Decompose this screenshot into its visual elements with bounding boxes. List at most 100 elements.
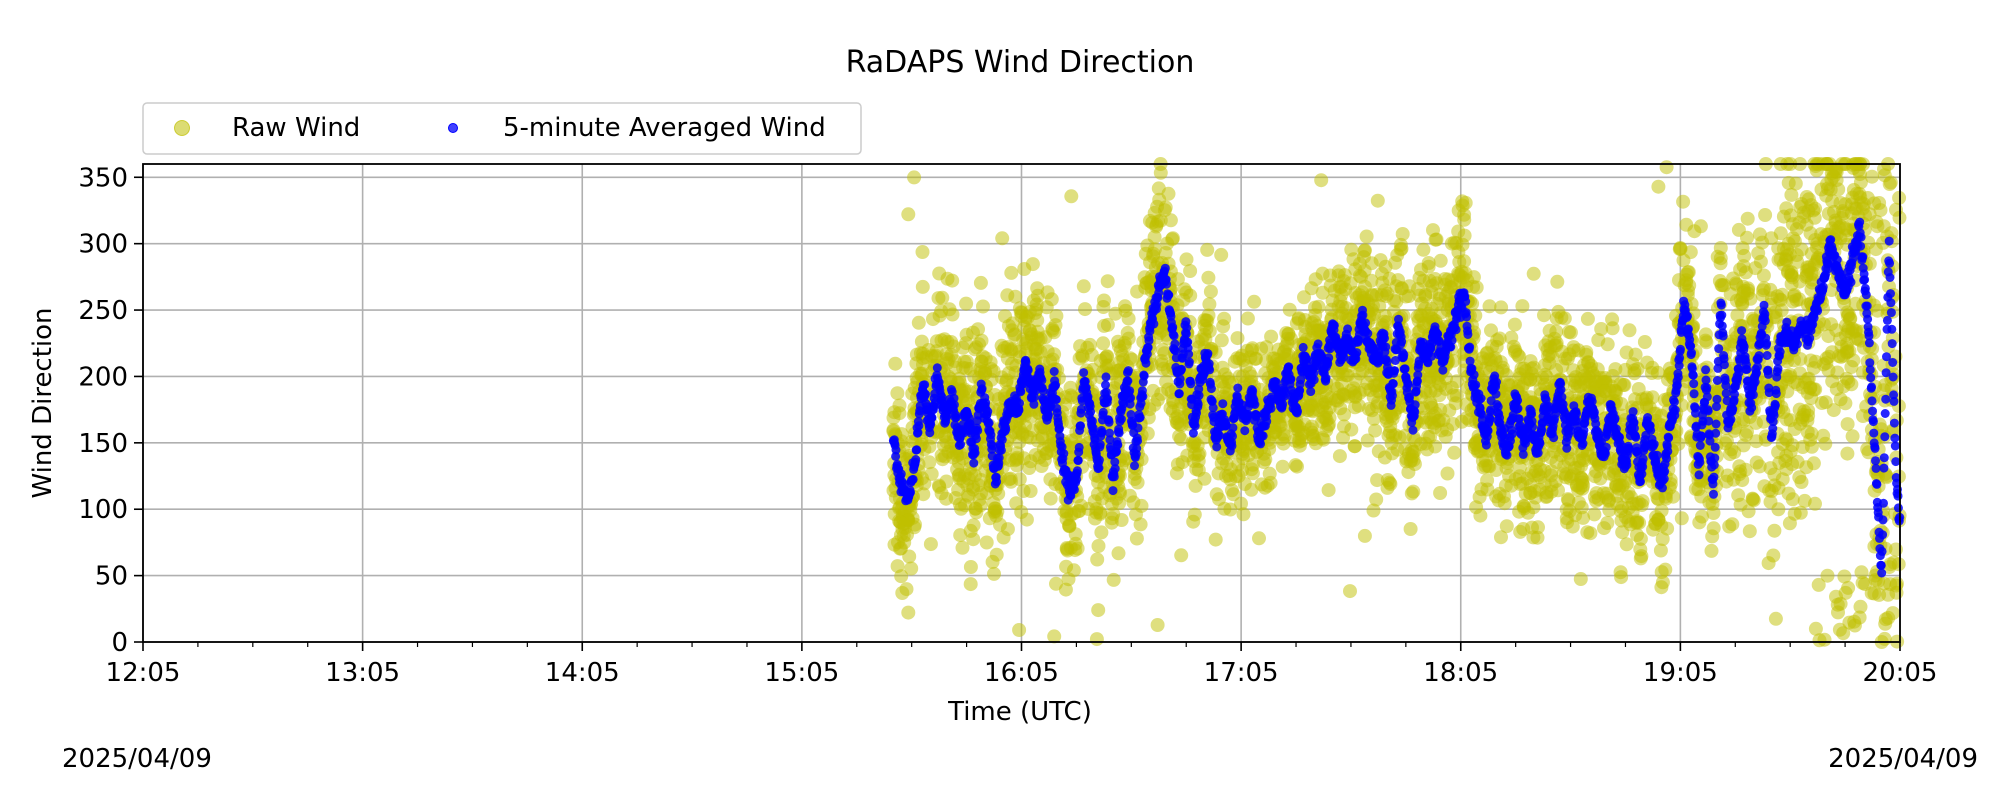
raw-wind-point (939, 491, 954, 506)
raw-wind-point (1826, 403, 1841, 418)
raw-wind-point (1388, 255, 1403, 270)
raw-wind-point (1179, 285, 1194, 300)
averaged-wind-point (1144, 336, 1154, 346)
raw-wind-point (1564, 452, 1578, 467)
raw-wind-point (896, 528, 911, 543)
raw-wind-point (1191, 448, 1206, 463)
legend: Raw Wind 5-minute Averaged Wind (142, 102, 862, 155)
raw-wind-point (1158, 200, 1173, 215)
raw-wind-point (1149, 217, 1164, 232)
raw-wind-point (1753, 254, 1768, 269)
averaged-wind-point (1162, 279, 1172, 289)
raw-wind-point (1654, 580, 1669, 595)
raw-wind-point (1230, 351, 1245, 366)
raw-wind-point (1853, 599, 1868, 614)
raw-wind-point (942, 302, 957, 317)
raw-wind-point (1394, 281, 1409, 296)
averaged-wind-point (1133, 423, 1143, 433)
averaged-wind-point (912, 445, 922, 455)
raw-wind-point (1566, 363, 1581, 378)
raw-wind-point (1724, 442, 1739, 457)
raw-wind-point (1542, 356, 1557, 371)
raw-wind-point (1214, 247, 1229, 262)
averaged-wind-point (992, 477, 1002, 487)
raw-wind-point (1256, 455, 1271, 469)
raw-wind-point (1344, 242, 1359, 257)
raw-wind-point (1484, 323, 1498, 338)
raw-wind-point (1043, 472, 1058, 487)
raw-wind-point (1783, 413, 1798, 428)
averaged-wind-point (1190, 421, 1200, 431)
averaged-wind-point (1001, 424, 1011, 434)
averaged-wind-point (1218, 399, 1228, 409)
averaged-wind-point (1094, 463, 1104, 473)
raw-wind-point (1830, 597, 1845, 612)
raw-wind-point (1564, 469, 1579, 484)
raw-wind-point (1687, 224, 1702, 239)
raw-wind-point (1671, 436, 1686, 451)
averaged-wind-point (908, 474, 918, 484)
raw-wind-point (956, 451, 970, 466)
raw-wind-point (1809, 163, 1824, 178)
averaged-wind-point (1164, 290, 1174, 300)
raw-wind-point (1784, 187, 1799, 202)
raw-wind-point (1510, 347, 1525, 362)
raw-wind-point (1821, 363, 1836, 378)
averaged-wind-point (1227, 441, 1237, 451)
raw-wind-point (1794, 475, 1809, 489)
raw-wind-point (1732, 459, 1747, 474)
raw-wind-point (1587, 490, 1602, 505)
raw-wind-point (1605, 321, 1620, 336)
raw-wind-point (1043, 491, 1058, 506)
legend-raw-wind-marker (174, 120, 190, 136)
raw-wind-point (1449, 374, 1464, 389)
raw-wind-point (1076, 279, 1091, 294)
raw-wind-point (1808, 233, 1823, 247)
raw-wind-point (1560, 492, 1575, 507)
raw-wind-point (1096, 336, 1111, 351)
raw-wind-point (1044, 292, 1059, 307)
raw-wind-point (1608, 385, 1623, 400)
raw-wind-point (1824, 317, 1838, 332)
raw-wind-point (1421, 429, 1436, 444)
raw-wind-point (1059, 541, 1074, 555)
averaged-wind-point (1184, 349, 1194, 359)
raw-wind-point (1357, 263, 1372, 278)
raw-wind-point (1186, 514, 1201, 529)
raw-wind-point (1457, 207, 1472, 222)
raw-wind-point (1881, 587, 1896, 602)
raw-wind-point (1259, 340, 1274, 355)
raw-wind-point (1304, 281, 1319, 296)
averaged-wind-point (1139, 371, 1149, 381)
raw-wind-point (1838, 585, 1853, 600)
raw-wind-point (1118, 299, 1132, 314)
raw-wind-point (1031, 332, 1046, 347)
raw-wind-point (1577, 376, 1592, 391)
raw-wind-point (1359, 229, 1374, 244)
raw-wind-point (1704, 543, 1719, 558)
raw-wind-point (1121, 331, 1136, 346)
raw-wind-point (1408, 433, 1423, 448)
raw-wind-point (986, 496, 1001, 510)
raw-wind-point (1842, 615, 1857, 630)
raw-wind-point (1613, 565, 1628, 580)
raw-wind-point (1385, 411, 1400, 426)
raw-wind-point (1371, 444, 1386, 459)
raw-wind-point (1584, 358, 1599, 373)
raw-wind-point (979, 535, 994, 550)
raw-wind-point (1089, 632, 1104, 647)
raw-wind-point (1779, 448, 1794, 463)
raw-wind-point (1014, 505, 1029, 519)
raw-wind-point (1549, 311, 1564, 326)
raw-wind-point (904, 561, 919, 576)
raw-wind-point (1170, 409, 1185, 424)
averaged-wind-point (1184, 357, 1194, 367)
raw-wind-point (1236, 507, 1251, 522)
legend-averaged-wind-label: 5-minute Averaged Wind (503, 113, 826, 143)
raw-wind-point (1090, 552, 1105, 567)
raw-wind-point (1288, 458, 1303, 473)
raw-wind-point (1146, 383, 1161, 398)
raw-wind-point (911, 315, 926, 330)
raw-wind-point (1877, 576, 1892, 591)
raw-wind-point (1544, 484, 1559, 499)
